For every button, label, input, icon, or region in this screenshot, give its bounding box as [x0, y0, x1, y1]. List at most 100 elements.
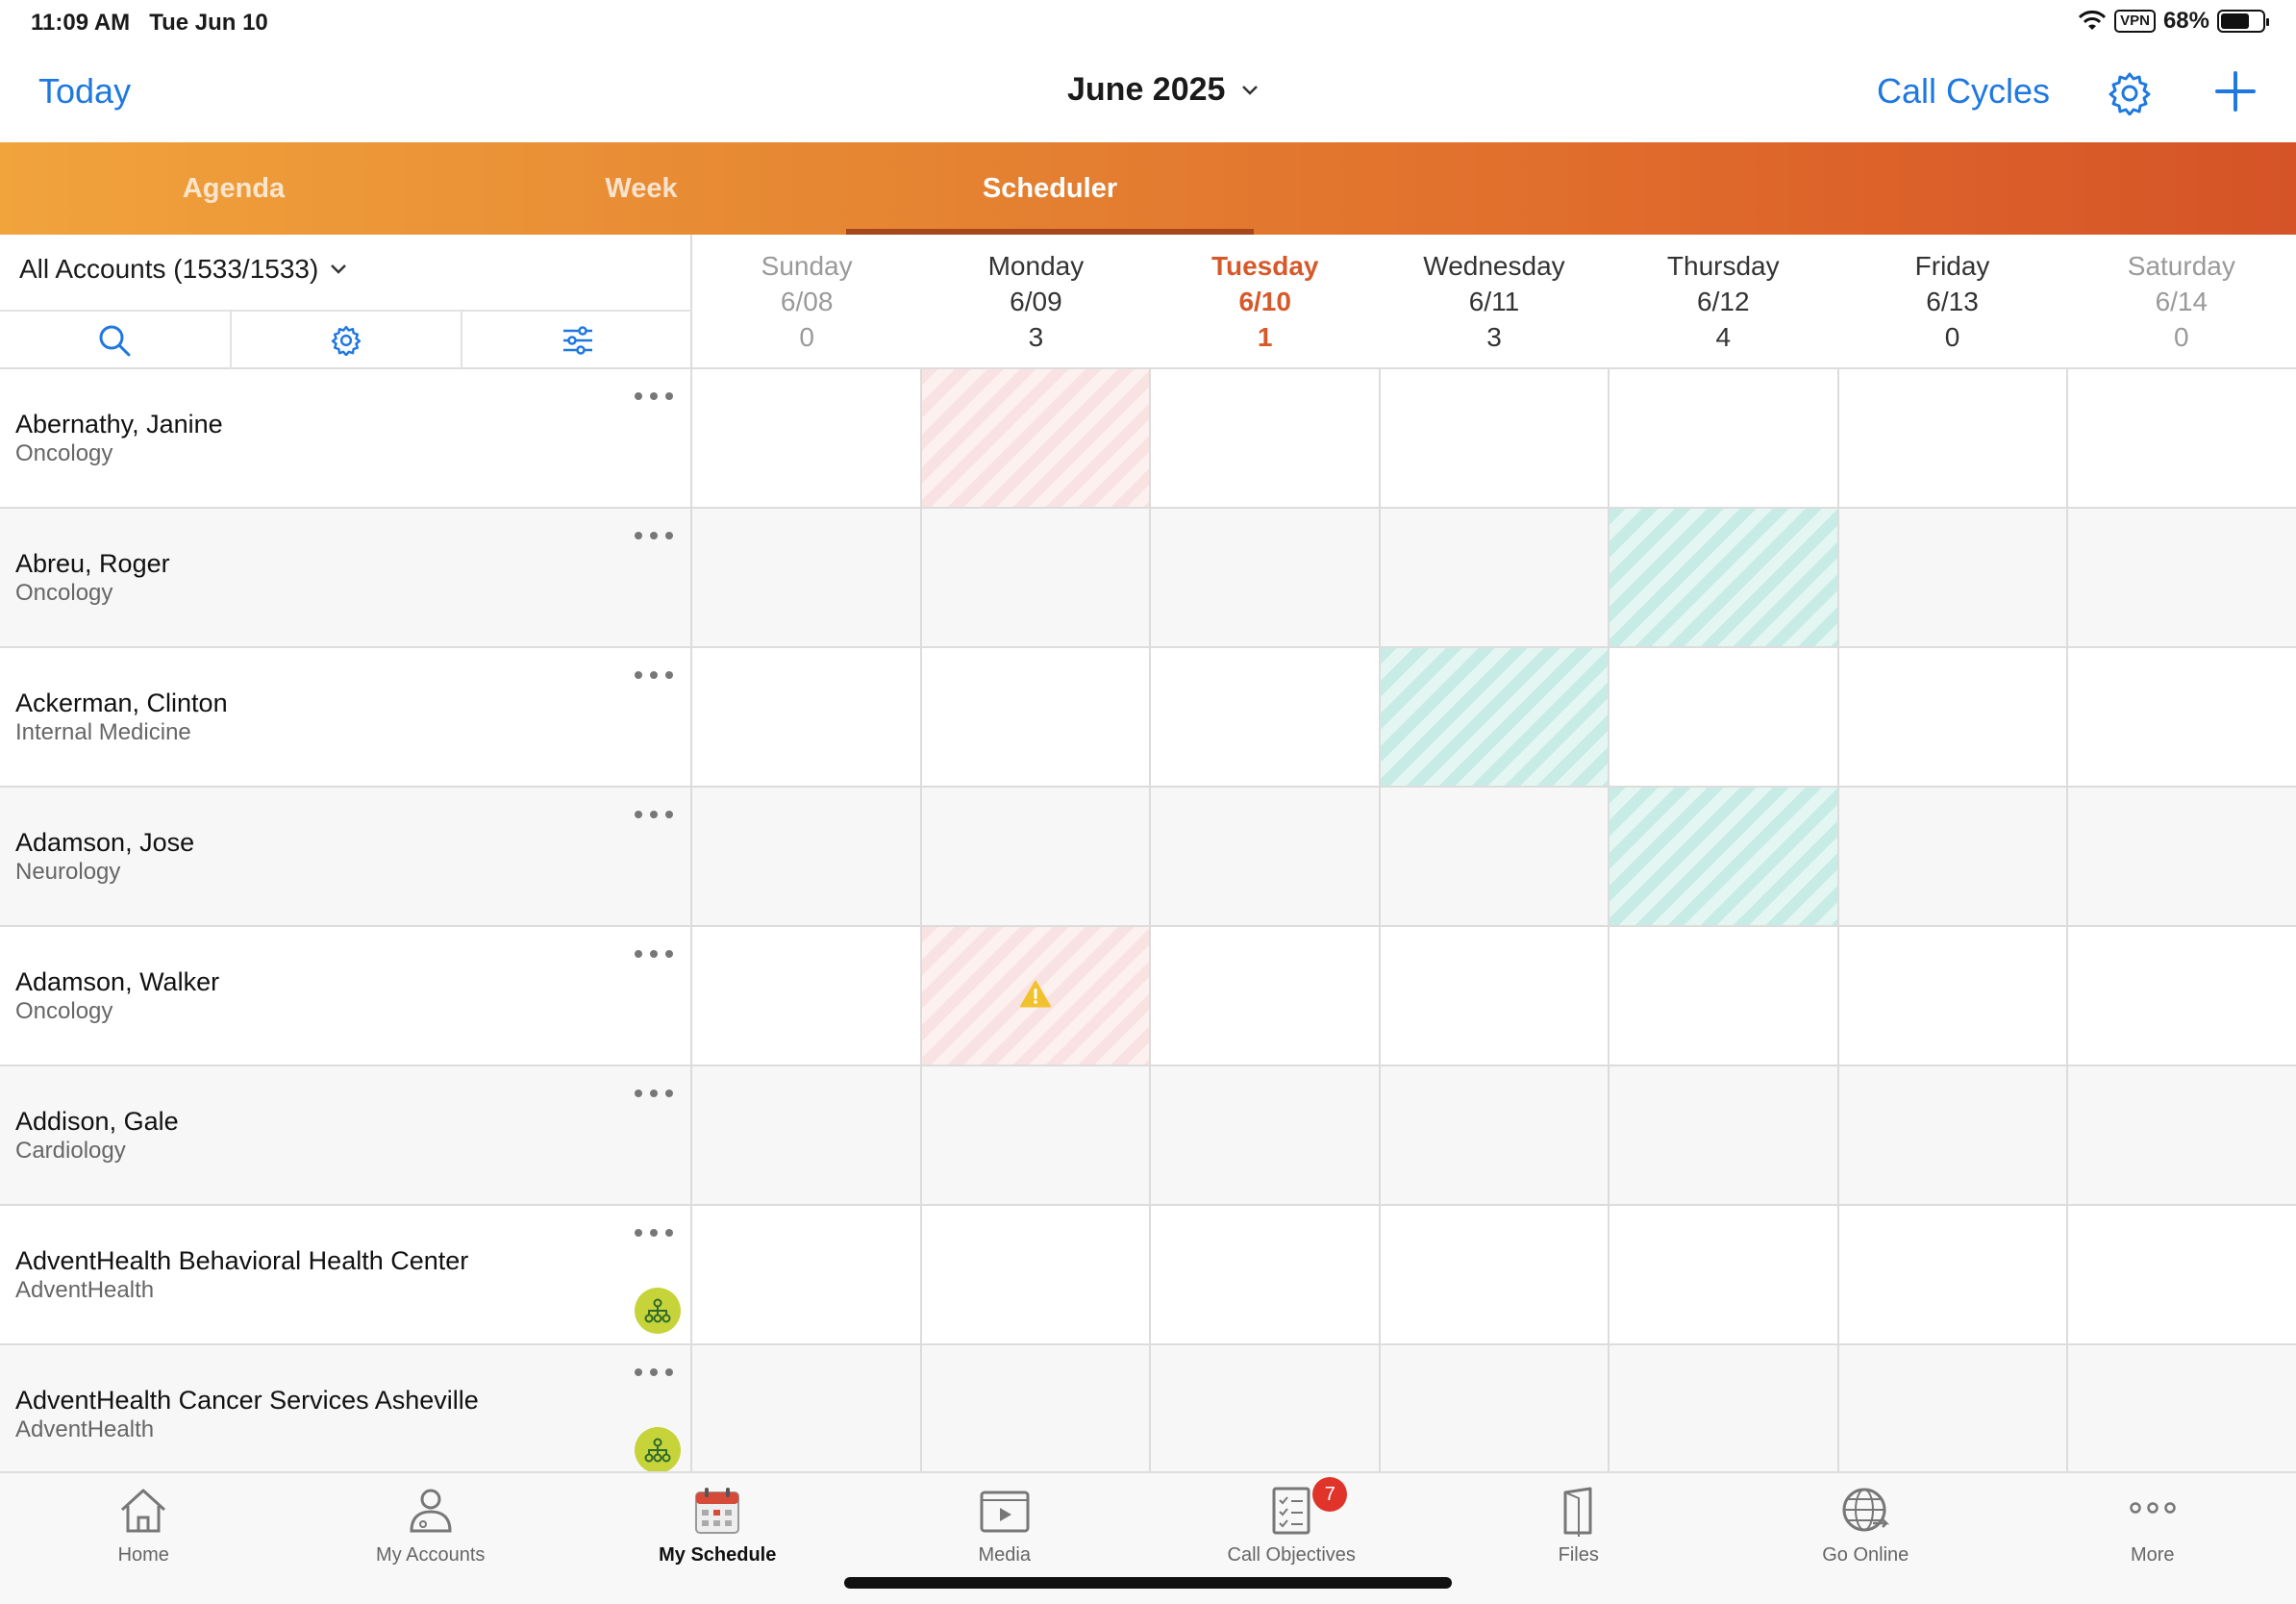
schedule-cell-sunday[interactable]	[692, 1066, 922, 1204]
more-options-icon[interactable]	[635, 669, 673, 681]
account-cell[interactable]: Adamson, Walker Oncology	[0, 927, 692, 1065]
schedule-cell-thursday[interactable]	[1610, 1066, 1839, 1204]
schedule-cell-monday[interactable]	[921, 369, 1152, 507]
more-options-icon[interactable]	[635, 390, 673, 402]
tab-week[interactable]: Week	[605, 173, 678, 204]
schedule-cell-thursday[interactable]	[1610, 648, 1839, 786]
schedule-cell-sunday[interactable]	[692, 369, 922, 507]
schedule-cell-saturday[interactable]	[2068, 509, 2296, 646]
schedule-cell-tuesday[interactable]	[1151, 788, 1381, 925]
account-cell[interactable]: Abreu, Roger Oncology	[0, 509, 692, 646]
schedule-cell-wednesday[interactable]	[1380, 648, 1610, 786]
today-button[interactable]: Today	[38, 71, 132, 111]
schedule-cell-thursday[interactable]	[1610, 788, 1839, 925]
schedule-cell-thursday[interactable]	[1610, 509, 1839, 646]
more-options-icon[interactable]	[635, 1088, 673, 1099]
hierarchy-icon[interactable]	[635, 1427, 681, 1471]
bottom-tab-go-online[interactable]: Go Online	[1722, 1473, 2009, 1604]
bottom-tab-media[interactable]: Media	[861, 1473, 1149, 1604]
settings-gear-icon[interactable]	[2108, 71, 2152, 115]
schedule-cell-friday[interactable]	[1839, 509, 2069, 646]
schedule-cell-saturday[interactable]	[2068, 1066, 2296, 1204]
filter-sliders-button[interactable]	[462, 312, 692, 369]
account-settings-button[interactable]	[232, 312, 463, 369]
schedule-cell-saturday[interactable]	[2068, 1345, 2296, 1471]
schedule-cell-tuesday[interactable]	[1151, 369, 1381, 507]
schedule-cell-sunday[interactable]	[692, 1206, 922, 1343]
day-column-sunday[interactable]: Sunday 6/08 0	[761, 251, 853, 352]
schedule-cell-thursday[interactable]	[1610, 369, 1839, 507]
day-column-tuesday[interactable]: Tuesday 6/10 1	[1210, 251, 1319, 352]
more-options-icon[interactable]	[635, 809, 673, 820]
schedule-cell-monday[interactable]	[921, 927, 1152, 1065]
account-cell[interactable]: Addison, Gale Cardiology	[0, 1066, 692, 1204]
tab-scheduler[interactable]: Scheduler	[846, 142, 1254, 235]
schedule-cell-sunday[interactable]	[692, 509, 922, 646]
more-options-icon[interactable]	[635, 530, 673, 541]
month-picker[interactable]: June 2025	[1067, 71, 1260, 109]
schedule-cell-saturday[interactable]	[2068, 1206, 2296, 1343]
day-column-monday[interactable]: Monday 6/09 3	[987, 251, 1085, 352]
account-cell[interactable]: Abernathy, Janine Oncology	[0, 369, 692, 507]
schedule-cell-wednesday[interactable]	[1381, 788, 1610, 925]
schedule-cell-friday[interactable]	[1839, 1345, 2069, 1471]
schedule-cell-friday[interactable]	[1839, 927, 2069, 1065]
schedule-cell-tuesday[interactable]	[1151, 927, 1381, 1065]
bottom-tab-home[interactable]: Home	[0, 1473, 287, 1604]
schedule-cell-saturday[interactable]	[2068, 788, 2296, 925]
schedule-cell-thursday[interactable]	[1610, 927, 1839, 1065]
call-cycles-button[interactable]: Call Cycles	[1876, 71, 2050, 111]
schedule-cell-wednesday[interactable]	[1381, 369, 1610, 507]
schedule-cell-monday[interactable]	[922, 1345, 1152, 1471]
schedule-cell-saturday[interactable]	[2068, 369, 2296, 507]
day-column-wednesday[interactable]: Wednesday 6/11 3	[1423, 251, 1565, 352]
hierarchy-icon[interactable]	[635, 1288, 681, 1334]
schedule-cell-friday[interactable]	[1839, 648, 2069, 786]
schedule-cell-monday[interactable]	[922, 788, 1152, 925]
schedule-cell-sunday[interactable]	[692, 1345, 922, 1471]
more-options-icon[interactable]	[635, 1366, 673, 1378]
account-cell[interactable]: AdventHealth Cancer Services Asheville Ad…	[0, 1345, 692, 1471]
schedule-cell-tuesday[interactable]	[1151, 648, 1381, 786]
add-plus-icon[interactable]	[2213, 69, 2258, 113]
schedule-cell-sunday[interactable]	[692, 788, 922, 925]
schedule-cell-thursday[interactable]	[1610, 1206, 1839, 1343]
bottom-tab-files[interactable]: Files	[1435, 1473, 1723, 1604]
day-column-friday[interactable]: Friday 6/13 0	[1914, 251, 1990, 352]
schedule-cell-tuesday[interactable]	[1151, 509, 1381, 646]
more-options-icon[interactable]	[635, 1227, 673, 1239]
schedule-cell-friday[interactable]	[1839, 1066, 2069, 1204]
schedule-cell-monday[interactable]	[922, 1066, 1152, 1204]
schedule-cell-friday[interactable]	[1839, 1206, 2069, 1343]
schedule-cell-wednesday[interactable]	[1381, 1345, 1610, 1471]
schedule-cell-sunday[interactable]	[692, 927, 922, 1065]
schedule-cell-saturday[interactable]	[2068, 927, 2296, 1065]
account-cell[interactable]: AdventHealth Behavioral Health Center Adv…	[0, 1206, 692, 1343]
day-column-thursday[interactable]: Thursday 6/12 4	[1666, 251, 1780, 352]
schedule-cell-monday[interactable]	[922, 1206, 1152, 1343]
schedule-cell-wednesday[interactable]	[1381, 1066, 1610, 1204]
schedule-cell-thursday[interactable]	[1610, 1345, 1839, 1471]
tab-agenda[interactable]: Agenda	[182, 173, 286, 204]
schedule-cell-monday[interactable]	[922, 509, 1152, 646]
schedule-cell-monday[interactable]	[922, 648, 1152, 786]
account-cell[interactable]: Ackerman, Clinton Internal Medicine	[0, 648, 692, 786]
schedule-cell-wednesday[interactable]	[1381, 1206, 1610, 1343]
bottom-tab-call-objectives[interactable]: 7 Call Objectives	[1148, 1473, 1435, 1604]
schedule-cell-wednesday[interactable]	[1381, 509, 1610, 646]
schedule-cell-tuesday[interactable]	[1151, 1066, 1381, 1204]
search-button[interactable]	[0, 312, 232, 369]
bottom-tab-my-schedule[interactable]: My Schedule	[574, 1473, 861, 1604]
schedule-cell-sunday[interactable]	[692, 648, 922, 786]
more-options-icon[interactable]	[635, 948, 673, 960]
schedule-cell-wednesday[interactable]	[1381, 927, 1610, 1065]
bottom-tab-more[interactable]: More	[2009, 1473, 2296, 1604]
account-filter-dropdown[interactable]: All Accounts (1533/1533)	[19, 254, 347, 285]
bottom-tab-my-accounts[interactable]: My Accounts	[287, 1473, 575, 1604]
schedule-cell-friday[interactable]	[1839, 788, 2069, 925]
schedule-cell-tuesday[interactable]	[1151, 1206, 1381, 1343]
schedule-cell-friday[interactable]	[1839, 369, 2069, 507]
schedule-cell-saturday[interactable]	[2068, 648, 2296, 786]
schedule-cell-tuesday[interactable]	[1151, 1345, 1381, 1471]
account-cell[interactable]: Adamson, Jose Neurology	[0, 788, 692, 925]
